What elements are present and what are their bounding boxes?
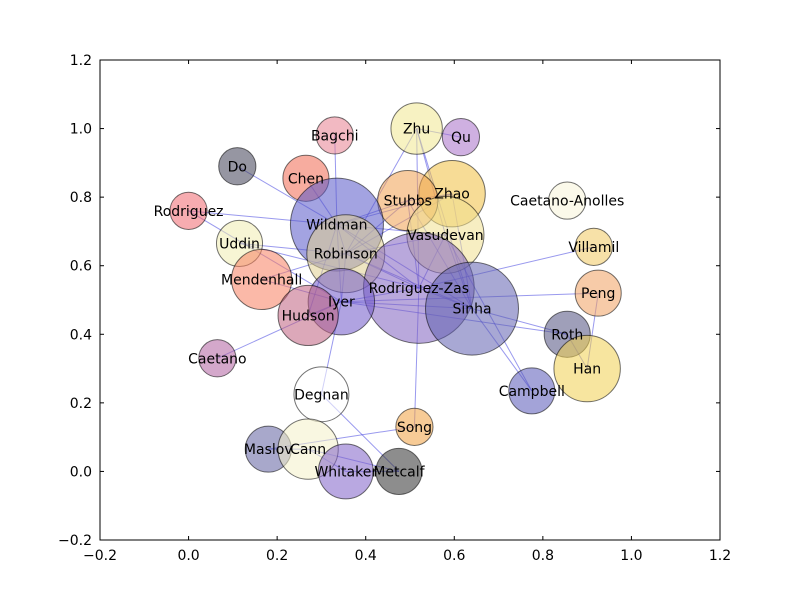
node-label-villamil: Villamil xyxy=(568,240,619,256)
x-axis: −0.2 0.0 0.2 0.4 0.6 0.8 1.0 1.2 xyxy=(83,60,731,564)
y-tick-label: 0.6 xyxy=(70,259,92,275)
node-song[interactable] xyxy=(395,407,434,446)
node-label-rodriguez-zas: Rodriguez-Zas xyxy=(369,281,469,297)
node-label-qu: Qu xyxy=(451,130,471,146)
node-label-hudson: Hudson xyxy=(282,308,335,324)
axes-frame xyxy=(99,59,721,541)
node-qu[interactable] xyxy=(441,118,481,157)
node-campbell[interactable] xyxy=(508,367,556,415)
node-caetano-anolles[interactable] xyxy=(548,181,587,220)
node-sinha[interactable] xyxy=(425,261,519,356)
node-label-mendenhall: Mendenhall xyxy=(221,272,302,288)
node-label-rodriguez: Rodriguez xyxy=(154,204,224,220)
x-tick-label: 0.4 xyxy=(355,548,377,564)
node-label-iyer: Iyer xyxy=(328,295,355,311)
node-label-metcalf: Metcalf xyxy=(373,464,425,480)
node-label-wildman: Wildman xyxy=(306,218,367,234)
node-label-degnan: Degnan xyxy=(294,387,349,403)
x-tick-label: −0.2 xyxy=(83,548,117,564)
nodes-layer xyxy=(169,102,622,500)
node-label-robinson: Robinson xyxy=(314,247,378,263)
node-mendenhall[interactable] xyxy=(231,248,293,311)
node-do[interactable] xyxy=(218,147,257,186)
node-label-han: Han xyxy=(573,362,601,378)
x-tick-label: 0.8 xyxy=(532,548,554,564)
node-label-cann: Cann xyxy=(290,442,326,458)
node-bagchi[interactable] xyxy=(315,116,354,155)
node-label-campbell: Campbell xyxy=(499,384,565,400)
node-label-do: Do xyxy=(228,159,247,175)
node-label-peng: Peng xyxy=(581,286,615,302)
node-han[interactable] xyxy=(553,334,621,403)
node-label-sinha: Sinha xyxy=(452,302,491,318)
node-zhu[interactable] xyxy=(390,102,443,155)
node-label-caetano: Caetano xyxy=(188,351,246,367)
node-label-zhu: Zhu xyxy=(403,122,430,138)
node-label-caetano-anolles: Caetano-Anolles xyxy=(510,194,624,210)
x-tick-label: 0.2 xyxy=(266,548,288,564)
node-whitaker[interactable] xyxy=(317,443,374,500)
node-label-roth: Roth xyxy=(551,327,583,343)
y-tick-label: 1.0 xyxy=(70,122,92,138)
x-tick-label: 0.0 xyxy=(177,548,199,564)
y-tick-label: 0.4 xyxy=(70,327,92,343)
node-label-vasudevan: Vasudevan xyxy=(407,228,483,244)
node-peng[interactable] xyxy=(574,269,622,317)
node-metcalf[interactable] xyxy=(375,447,423,495)
node-hudson[interactable] xyxy=(277,284,339,347)
node-rodriguez[interactable] xyxy=(169,191,208,230)
node-label-stubbs: Stubbs xyxy=(384,194,432,210)
node-label-zhao: Zhao xyxy=(434,187,470,203)
node-label-whitaker: Whitaker xyxy=(314,464,377,480)
node-label-song: Song xyxy=(397,420,432,436)
node-caetano[interactable] xyxy=(198,339,237,378)
x-tick-label: 1.2 xyxy=(709,548,731,564)
y-tick-label: 0.8 xyxy=(70,190,92,206)
node-label-maslov: Maslov xyxy=(244,442,293,458)
y-tick-label: 0.2 xyxy=(70,396,92,412)
node-villamil[interactable] xyxy=(574,227,613,266)
y-axis: −0.2 0.0 0.2 0.4 0.6 0.8 1.0 1.2 xyxy=(58,53,720,549)
y-tick-label: 0.0 xyxy=(70,464,92,480)
y-tick-label: 1.2 xyxy=(70,53,92,69)
y-tick-label: −0.2 xyxy=(58,533,92,549)
x-tick-label: 0.6 xyxy=(443,548,465,564)
x-tick-label: 1.0 xyxy=(620,548,642,564)
node-label-uddin: Uddin xyxy=(219,236,260,252)
node-label-bagchi: Bagchi xyxy=(311,128,359,144)
node-label-chen: Chen xyxy=(288,171,324,187)
